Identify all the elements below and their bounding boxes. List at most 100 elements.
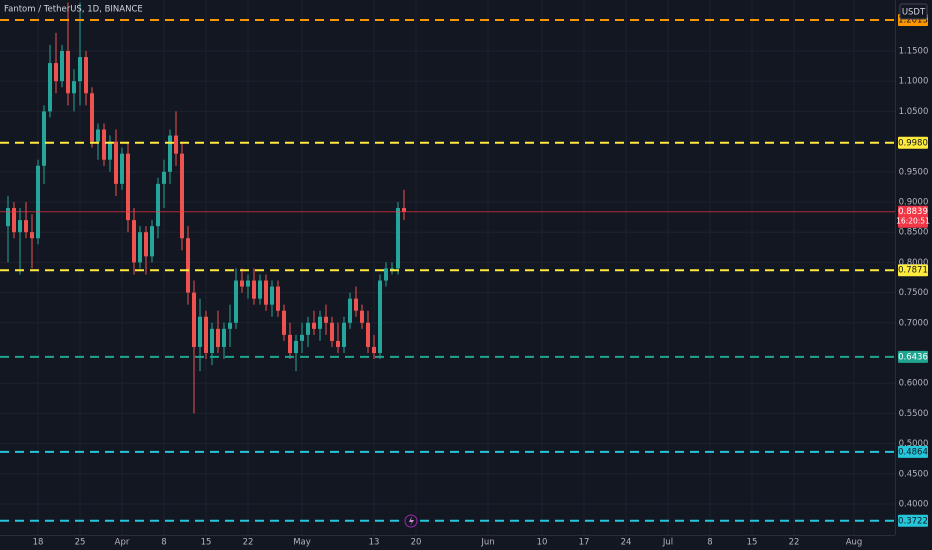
candle-body	[162, 171, 166, 184]
event-icon-bolt	[409, 516, 414, 526]
candle-body	[72, 81, 76, 94]
candle-body	[180, 153, 184, 239]
candle-body	[54, 63, 58, 82]
candle-body	[342, 322, 346, 347]
candle-body	[216, 328, 220, 347]
level-label-box	[898, 136, 928, 149]
candle-body	[6, 208, 10, 227]
x-tick-label: May	[293, 538, 311, 548]
y-tick-label: 0.7500	[899, 288, 929, 298]
candle-body	[12, 208, 16, 233]
candle-body	[168, 135, 172, 172]
candle-body	[102, 129, 106, 160]
candle-body	[138, 232, 142, 263]
y-tick-label: 0.9000	[899, 197, 929, 207]
candle-body	[336, 340, 340, 347]
symbol-title: Fantom / TetherUS, 1D, BINANCE	[4, 5, 143, 15]
y-tick-label: 0.8000	[899, 258, 929, 268]
candle-body	[66, 50, 70, 94]
level-label-box	[898, 350, 928, 363]
candle-body	[258, 280, 262, 299]
candle-body	[156, 183, 160, 227]
candle-body	[30, 232, 34, 239]
candle-body	[294, 340, 298, 354]
candle-body	[378, 280, 382, 354]
candle-body	[84, 57, 88, 94]
last-price-label: 0.8839	[898, 207, 928, 217]
x-tick-label: Jun	[480, 538, 494, 548]
x-tick-label: 8	[707, 538, 712, 548]
candle-body	[330, 322, 334, 341]
x-tick-label: 25	[75, 538, 86, 548]
level-label: 0.3722	[898, 516, 928, 526]
candle-body	[90, 93, 94, 142]
candle-body	[18, 220, 22, 233]
currency-label[interactable]: USDT	[902, 8, 926, 18]
y-tick-label: 0.5500	[899, 409, 929, 419]
y-tick-label: 1.0500	[899, 107, 929, 117]
level-label: 0.6436	[898, 352, 928, 362]
level-label: 0.4864	[898, 447, 928, 457]
candle-body	[270, 286, 274, 305]
y-tick-label: 0.8500	[899, 228, 929, 238]
candle-body	[108, 141, 112, 160]
x-tick-label: 8	[161, 538, 166, 548]
candle-body	[264, 280, 268, 305]
candle-body	[390, 268, 394, 270]
candle-body	[24, 220, 28, 233]
level-label-box	[898, 445, 928, 458]
y-tick-label: 1.1500	[899, 46, 929, 56]
x-tick-label: 18	[33, 538, 44, 548]
y-tick-label: 0.4000	[899, 500, 929, 510]
candle-body	[42, 111, 46, 166]
candle-body	[354, 298, 358, 311]
candle-body	[246, 280, 250, 287]
candle-body	[234, 280, 238, 323]
x-tick-label: 13	[369, 538, 380, 548]
candle-body	[240, 280, 244, 287]
candle-body	[372, 346, 376, 354]
candle-body	[192, 292, 196, 347]
level-label: 0.7871	[898, 266, 928, 276]
x-tick-label: 15	[747, 538, 758, 548]
x-tick-label: 20	[411, 538, 422, 548]
x-tick-label: 17	[579, 538, 590, 548]
candle-body	[282, 310, 286, 335]
y-tick-label: 0.6000	[899, 379, 929, 389]
candles	[6, 2, 406, 414]
candle-body	[222, 328, 226, 347]
y-tick-label: 0.4500	[899, 469, 929, 479]
y-tick-label: 0.5000	[899, 439, 929, 449]
grid	[0, 0, 895, 535]
candle-body	[384, 268, 388, 281]
x-tick-label: Apr	[115, 538, 130, 548]
x-tick-label: 22	[789, 538, 800, 548]
y-tick-label: 1.1000	[899, 77, 929, 87]
candle-body	[360, 310, 364, 323]
candle-body	[174, 135, 178, 154]
candle-body	[204, 316, 208, 354]
currency-button[interactable]	[899, 3, 928, 20]
candle-body	[324, 316, 328, 323]
candle-body	[396, 208, 400, 269]
candle-body	[150, 226, 154, 257]
candle-body	[48, 63, 52, 112]
countdown-label: 16:20:51	[896, 217, 930, 226]
candle-body	[252, 280, 256, 299]
candle-body	[114, 141, 118, 184]
x-tick-label: 24	[621, 538, 632, 548]
x-tick-label: Jul	[662, 538, 673, 548]
candle-body	[366, 322, 370, 347]
candle-body	[60, 50, 64, 82]
candle-body	[300, 334, 304, 341]
level-label-box	[898, 514, 928, 527]
y-tick-label: 0.9500	[899, 167, 929, 177]
candle-body	[348, 298, 352, 323]
candle-body	[318, 316, 322, 329]
candle-body	[210, 328, 214, 354]
candle-body	[228, 322, 232, 329]
candle-body	[402, 208, 406, 212]
